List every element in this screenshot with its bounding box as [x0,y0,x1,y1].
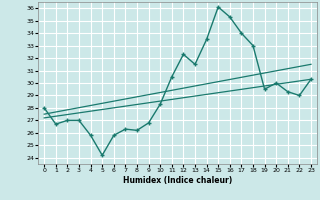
X-axis label: Humidex (Indice chaleur): Humidex (Indice chaleur) [123,176,232,185]
